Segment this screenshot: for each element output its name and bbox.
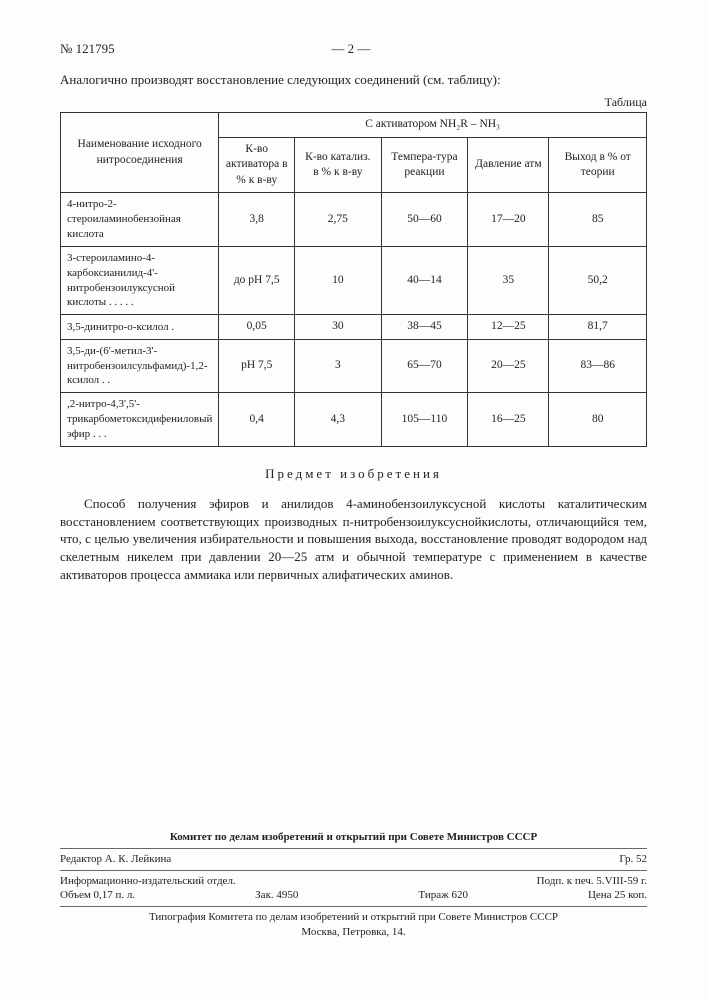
cell: pH 7,5	[219, 339, 295, 393]
table-row: 3-стероиламино-4-карбоксианилид-4'-нитро…	[61, 246, 647, 314]
row-label: ,2-нитро-4,3',5'-трикарбометоксидифенило…	[61, 393, 219, 447]
cell: 17—20	[468, 193, 549, 247]
row-label: 3,5-ди-(6'-метил-3'-нитробензоилсульфами…	[61, 339, 219, 393]
data-table: Наименование исходного нитросоединения С…	[60, 112, 647, 447]
footer-committee: Комитет по делам изобретений и открытий …	[60, 830, 647, 845]
cell: 3	[295, 339, 382, 393]
cell: 38—45	[381, 315, 468, 340]
col-subheader: К-во катализ. в % к в-ву	[295, 137, 382, 193]
cell: 4,3	[295, 393, 382, 447]
doc-number: № 121795	[60, 40, 115, 58]
table-row: 3,5-ди-(6'-метил-3'-нитробензоилсульфами…	[61, 339, 647, 393]
row-label: 3-стероиламино-4-карбоксианилид-4'-нитро…	[61, 246, 219, 314]
col-subheader: Выход в % от теории	[549, 137, 647, 193]
footer-typography: Типография Комитета по делам изобретений…	[60, 910, 647, 925]
cell: 12—25	[468, 315, 549, 340]
cell: 16—25	[468, 393, 549, 447]
cell: 2,75	[295, 193, 382, 247]
footer-date: Подп. к печ. 5.VIII-59 г.	[537, 874, 647, 889]
cell: 105—110	[381, 393, 468, 447]
page-header: № 121795 — 2 —	[60, 40, 647, 58]
table-row: 3,5-динитро-о-ксилол .0,053038—4512—2581…	[61, 315, 647, 340]
footer-editor: Редактор А. К. Лейкина	[60, 852, 171, 867]
cell: 10	[295, 246, 382, 314]
section-title: Предмет изобретения	[60, 465, 647, 483]
cell: 20—25	[468, 339, 549, 393]
table-row: 4-нитро-2-стероиламинобензойная кислота3…	[61, 193, 647, 247]
footer-address: Москва, Петровка, 14.	[60, 925, 647, 940]
col-subheader: К-во активатора в % к в-ву	[219, 137, 295, 193]
footer: Комитет по делам изобретений и открытий …	[60, 830, 647, 940]
col-header-name: Наименование исходного нитросоединения	[61, 113, 219, 193]
table-row: ,2-нитро-4,3',5'-трикарбометоксидифенило…	[61, 393, 647, 447]
cell: 3,8	[219, 193, 295, 247]
row-label: 3,5-динитро-о-ксилол .	[61, 315, 219, 340]
cell: 83—86	[549, 339, 647, 393]
intro-text: Аналогично производят восстановление сле…	[60, 71, 647, 89]
col-subheader: Давление атм	[468, 137, 549, 193]
col-subheader: Темпера-тура реакции	[381, 137, 468, 193]
row-label: 4-нитро-2-стероиламинобензойная кислота	[61, 193, 219, 247]
cell: до pH 7,5	[219, 246, 295, 314]
cell: 80	[549, 393, 647, 447]
cell: 0,05	[219, 315, 295, 340]
footer-circulation: Тираж 620	[418, 888, 468, 903]
claim-text: Способ получения эфиров и анилидов 4-ами…	[60, 495, 647, 583]
footer-info-dept: Информационно-издательский отдел.	[60, 874, 236, 889]
footer-price: Цена 25 коп.	[588, 888, 647, 903]
footer-group: Гр. 52	[619, 852, 647, 867]
cell: 50,2	[549, 246, 647, 314]
footer-volume: Объем 0,17 п. л.	[60, 888, 135, 903]
cell: 40—14	[381, 246, 468, 314]
cell: 50—60	[381, 193, 468, 247]
col-header-group: С активатором NH₂R – NH₃	[219, 113, 647, 138]
cell: 81,7	[549, 315, 647, 340]
page-number: — 2 —	[331, 40, 370, 58]
footer-order: Зак. 4950	[255, 888, 298, 903]
cell: 30	[295, 315, 382, 340]
table-caption: Таблица	[60, 94, 647, 110]
cell: 85	[549, 193, 647, 247]
cell: 0,4	[219, 393, 295, 447]
cell: 35	[468, 246, 549, 314]
cell: 65—70	[381, 339, 468, 393]
